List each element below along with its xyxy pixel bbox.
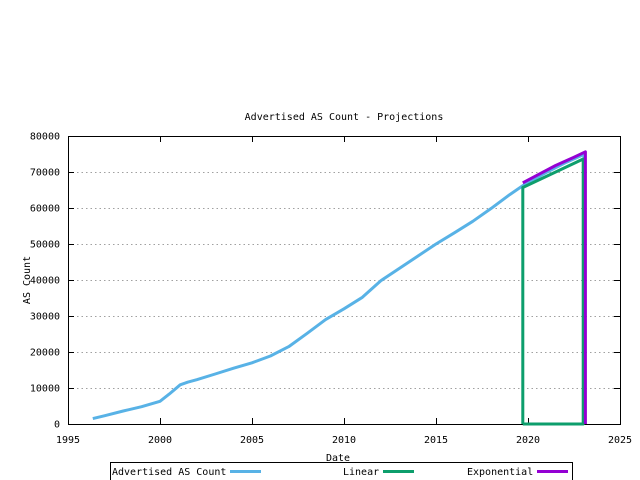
x-tick-label: 2020 [516, 435, 540, 446]
y-tick-label: 10000 [30, 384, 60, 395]
series-linear-line [521, 157, 585, 426]
x-axis-label: Date [326, 453, 350, 464]
plot-series [92, 150, 587, 426]
y-tick-label: 20000 [30, 348, 60, 359]
x-tick-label: 2000 [148, 435, 172, 446]
axis-ticks [68, 136, 621, 425]
series-advertised-as-count-line [92, 152, 586, 421]
x-tick-label: 2010 [332, 435, 356, 446]
grid-lines [68, 172, 620, 389]
legend-border [110, 462, 573, 480]
series-exponential-line [522, 150, 587, 424]
y-tick-label: 50000 [30, 240, 60, 251]
legend-item-linear: Linear [343, 467, 414, 478]
legend-label-advertised-as-count: Advertised AS Count [112, 467, 226, 478]
y-tick-label: 30000 [30, 312, 60, 323]
legend-item-advertised-as-count: Advertised AS Count [112, 467, 261, 478]
y-tick-label: 70000 [30, 168, 60, 179]
y-tick-label: 0 [54, 420, 60, 431]
y-tick-label: 60000 [30, 204, 60, 215]
chart-title: Advertised AS Count - Projections [245, 112, 444, 123]
y-axis-label: AS Count [22, 256, 33, 304]
x-tick-label: 2005 [240, 435, 264, 446]
y-tick-label: 40000 [30, 276, 60, 287]
legend: Advertised AS Count Linear Exponential [110, 462, 573, 480]
legend-label-linear: Linear [343, 467, 379, 478]
legend-label-exponential: Exponential [467, 467, 533, 478]
y-tick-label: 80000 [30, 132, 60, 143]
legend-item-exponential: Exponential [467, 467, 568, 478]
x-tick-label: 2015 [424, 435, 448, 446]
axis-tick-labels: 1995 2000 2005 2010 2015 2020 2025 0 10000 20000 3… [30, 132, 632, 447]
x-tick-label: 1995 [56, 435, 80, 446]
x-tick-label: 2025 [608, 435, 632, 446]
